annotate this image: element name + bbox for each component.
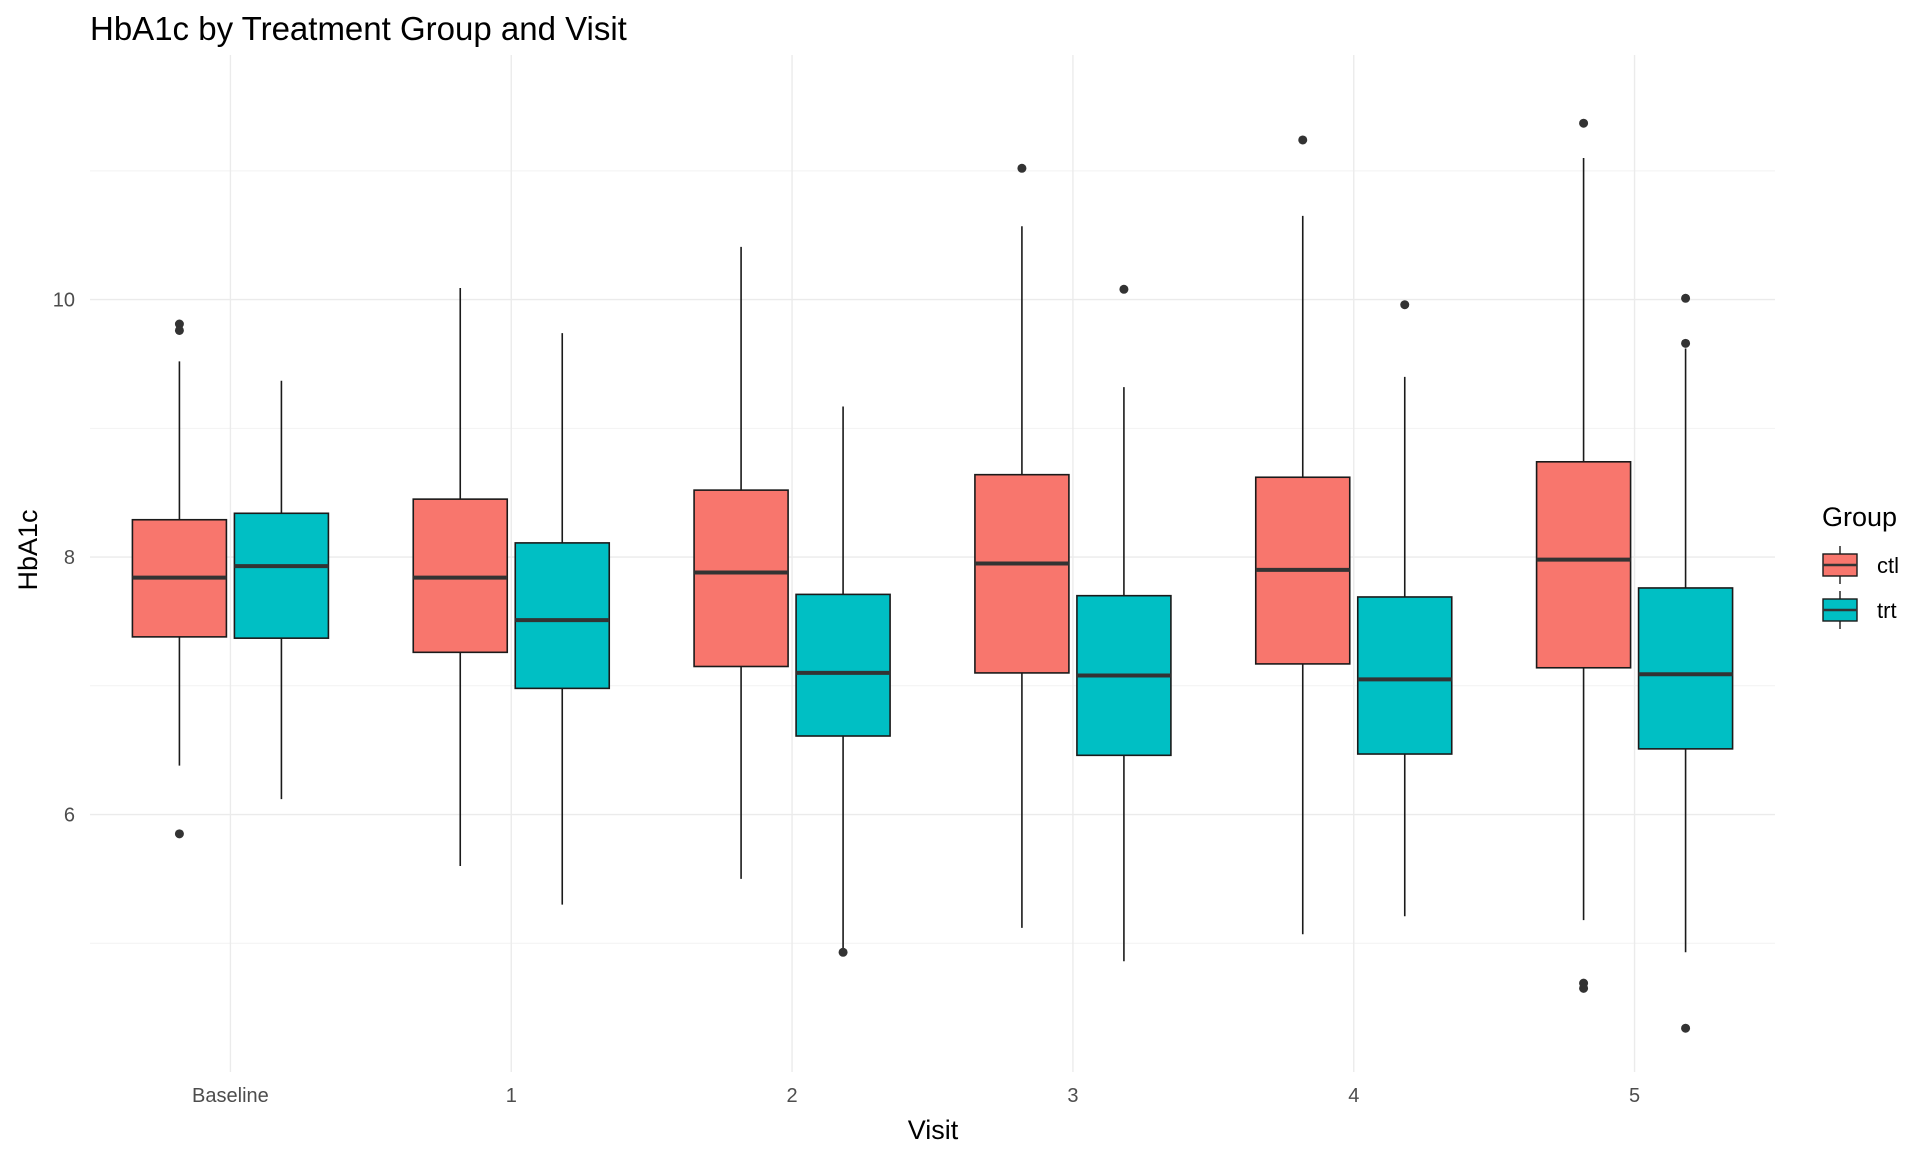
outlier-point [1579,118,1589,128]
legend: Group ctl trt [1822,502,1899,629]
box-iqr [1637,587,1734,750]
box-ctl-4 [1254,135,1351,935]
outlier-point [1017,163,1027,173]
outlier-point [1681,293,1691,303]
box-iqr [693,489,789,668]
x-tick-label: 3 [1067,1085,1078,1107]
legend-label: ctl [1877,553,1899,578]
axis-labels: 6 8 10 Baseline 1 2 3 4 5 [53,290,1640,1107]
y-axis-title: HbA1c [13,509,43,590]
box-iqr [514,542,611,690]
box-ctl-2 [693,246,789,879]
x-tick-label: Baseline [192,1085,269,1107]
box-trt-Baseline [233,380,330,800]
box-ctl-1 [412,288,509,867]
outlier-point [1119,284,1129,294]
x-tick-label: 5 [1629,1085,1640,1107]
box-trt-2 [795,406,891,957]
box-trt-1 [514,333,611,905]
box-iqr [233,512,330,639]
outlier-point [1681,1023,1691,1033]
box-trt-5 [1637,293,1734,1033]
outlier-point [1681,338,1691,348]
box-iqr [795,593,891,737]
legend-item-trt: trt [1822,591,1897,629]
x-tick-label: 2 [787,1085,798,1107]
outlier-point [1298,135,1308,145]
outlier-point [174,829,184,839]
outlier-point [1400,300,1410,310]
box-iqr [974,473,1070,674]
outlier-point [1579,983,1589,993]
box-layer [131,118,1734,1033]
legend-title: Group [1822,502,1897,532]
outlier-point [838,947,848,957]
legend-label: trt [1877,598,1897,623]
y-tick-label: 10 [53,290,75,312]
box-iqr [1356,596,1453,755]
box-ctl-3 [974,163,1070,928]
x-axis-title: Visit [908,1115,959,1145]
box-trt-4 [1356,300,1453,917]
box-iqr [1535,460,1632,669]
box-ctl-5 [1535,118,1632,993]
grid-lines [90,55,1775,1072]
x-tick-label: 4 [1348,1085,1359,1107]
y-tick-label: 8 [64,547,75,569]
chart-title: HbA1c by Treatment Group and Visit [90,10,627,47]
x-tick-label: 1 [506,1085,517,1107]
outlier-point [174,319,184,329]
box-ctl-Baseline [131,319,228,839]
legend-item-ctl: ctl [1822,546,1899,584]
box-trt-3 [1076,284,1172,962]
outlier-point [174,325,184,335]
y-tick-label: 6 [64,805,75,827]
